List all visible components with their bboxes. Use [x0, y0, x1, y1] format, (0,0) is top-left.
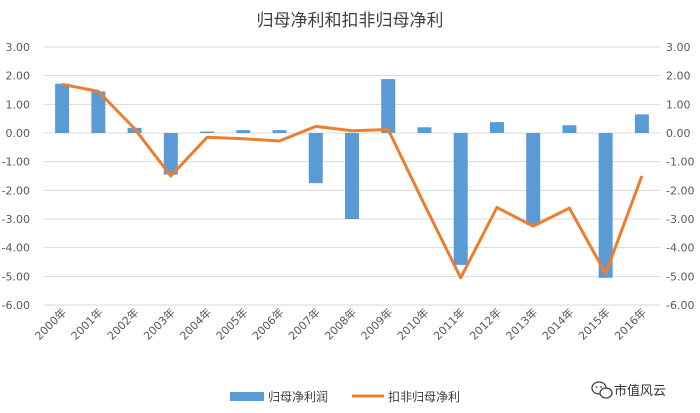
y-tick-label-left: -4.00 [2, 242, 30, 255]
legend-swatch-bar [230, 392, 264, 401]
y-tick-label-right: 0.00 [666, 127, 691, 140]
x-tick-label: 2007年 [285, 305, 322, 342]
x-tick-label: 2012年 [467, 305, 504, 342]
bar [634, 114, 649, 133]
bar [91, 91, 106, 133]
y-axis-left: 3.00 2.00 1.00 0.00 -1.00 -2.00 -3.00 -4.00 -5.0… [2, 41, 30, 312]
watermark-text: 市值风云 [614, 383, 666, 399]
x-tick-label: 2006年 [249, 305, 286, 342]
y-tick-label-left: 0.00 [6, 127, 31, 140]
bar [272, 130, 287, 133]
wechat-icon [591, 381, 613, 399]
bar [163, 133, 178, 175]
y-axis-right: 3.00 2.00 1.00 0.00 -1.00 -2.00 -3.00 -4.00 -5.0… [666, 41, 694, 312]
series-line [61, 82, 644, 280]
x-tick-label: 2004年 [177, 305, 214, 342]
y-tick-label-right: -1.00 [666, 156, 694, 169]
y-tick-label-right: 1.00 [666, 98, 691, 111]
bar [489, 122, 504, 133]
x-tick-label: 2014年 [539, 305, 576, 342]
x-tick-label: 2000年 [32, 305, 69, 342]
x-tick-label: 2011年 [430, 305, 467, 342]
bar [453, 133, 468, 265]
x-axis: 2000年 2001年 2002年 2003年 2004年 2005年 2006年 2007年… [32, 305, 649, 342]
bar [598, 133, 613, 278]
y-tick-label-right: -6.00 [666, 299, 694, 312]
x-tick-label: 2003年 [140, 305, 177, 342]
y-tick-label-right: -4.00 [666, 242, 694, 255]
x-tick-label: 2013年 [503, 305, 540, 342]
y-tick-label-left: 3.00 [6, 41, 31, 54]
x-tick-label: 2009年 [358, 305, 395, 342]
y-tick-label-left: -2.00 [2, 184, 30, 197]
y-tick-label-left: -6.00 [2, 299, 30, 312]
x-tick-label: 2016年 [612, 305, 649, 342]
legend-label-bar: 归母净利润 [268, 390, 328, 404]
bar [200, 131, 215, 133]
x-tick-label: 2015年 [575, 305, 612, 342]
legend-label-line: 扣非归母净利 [388, 390, 460, 404]
x-tick-label: 2002年 [104, 305, 141, 342]
bar [55, 83, 70, 133]
y-tick-label-right: -3.00 [666, 213, 694, 226]
bar [526, 133, 541, 225]
y-tick-label-left: 1.00 [6, 98, 31, 111]
y-tick-label-left: -3.00 [2, 213, 30, 226]
x-tick-label: 2005年 [213, 305, 250, 342]
bar [236, 130, 251, 133]
y-tick-label-right: 3.00 [666, 41, 691, 54]
x-tick-label: 2008年 [322, 305, 359, 342]
bar [417, 127, 432, 133]
bar [345, 133, 359, 219]
x-tick-label: 2001年 [68, 305, 105, 342]
bar-series [55, 79, 649, 278]
y-tick-label-right: -2.00 [666, 184, 694, 197]
x-tick-label: 2010年 [394, 305, 431, 342]
line-series [61, 82, 644, 280]
legend: 归母净利润 扣非归母净利 [230, 390, 460, 404]
y-tick-label-left: -5.00 [2, 270, 30, 283]
y-tick-label-left: 2.00 [6, 70, 31, 83]
y-tick-label-right: 2.00 [666, 70, 691, 83]
y-tick-label-right: -5.00 [666, 270, 694, 283]
y-tick-label-left: -1.00 [2, 156, 30, 169]
bar [308, 133, 323, 184]
chart-title: 归母净利和扣非归母净利 [257, 11, 444, 31]
watermark: 市值风云 [591, 381, 666, 399]
bar [381, 79, 396, 133]
bar [562, 125, 577, 133]
